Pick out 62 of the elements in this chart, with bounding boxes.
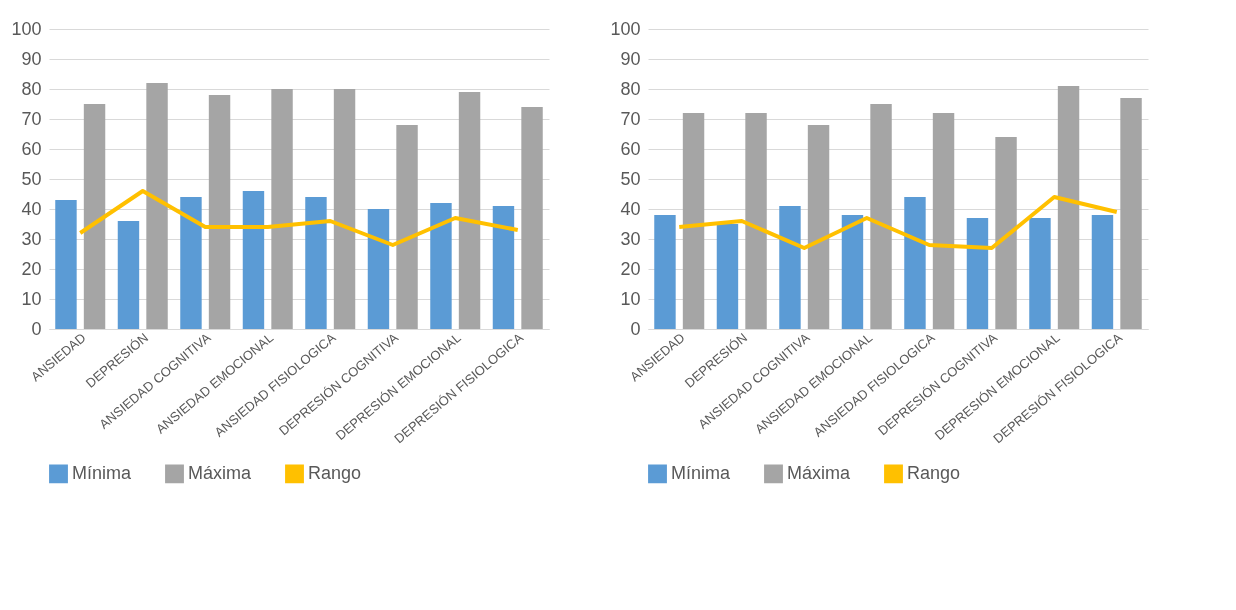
bar <box>1057 86 1080 329</box>
bar <box>367 209 390 329</box>
bar <box>430 203 452 329</box>
y-tick-label: 40 <box>620 198 641 219</box>
y-tick-label: 0 <box>31 318 42 339</box>
bar <box>870 104 892 329</box>
bar <box>1029 218 1051 329</box>
bar <box>904 197 926 329</box>
bar <box>458 92 481 329</box>
bar <box>55 200 77 329</box>
line-series <box>78 189 520 247</box>
bar <box>180 197 202 329</box>
bar <box>208 95 231 329</box>
legend-label: Mínima <box>671 462 731 483</box>
bar <box>271 89 293 329</box>
y-tick-label: 20 <box>21 258 42 279</box>
bar <box>83 104 106 329</box>
bar <box>117 221 140 329</box>
y-tick-label: 10 <box>620 288 641 309</box>
bar <box>146 83 168 329</box>
bar <box>654 215 676 329</box>
bar <box>1091 215 1114 329</box>
legend-label: Máxima <box>188 462 252 483</box>
bar <box>1120 98 1142 329</box>
bar <box>779 206 801 329</box>
bar <box>745 113 767 329</box>
bar <box>807 125 830 329</box>
y-tick-label: 70 <box>620 108 641 129</box>
y-tick-label: 70 <box>21 108 42 129</box>
y-tick-label: 100 <box>610 18 641 39</box>
y-tick-label: 30 <box>21 228 42 249</box>
y-tick-label: 90 <box>620 48 641 69</box>
bar <box>841 215 864 329</box>
y-tick-label: 90 <box>21 48 42 69</box>
legend-label: Mínima <box>72 462 132 483</box>
bar <box>242 191 265 329</box>
y-tick-label: 0 <box>630 318 641 339</box>
legend-label: Rango <box>308 462 362 483</box>
y-tick-label: 40 <box>21 198 42 219</box>
bar <box>305 197 327 329</box>
line-series <box>677 195 1119 250</box>
bar <box>396 125 418 329</box>
y-tick-label: 60 <box>21 138 42 159</box>
y-tick-label: 100 <box>11 18 42 39</box>
legend-label: Máxima <box>787 462 851 483</box>
y-tick-label: 10 <box>21 288 42 309</box>
bar <box>716 224 739 329</box>
y-tick-label: 80 <box>21 78 42 99</box>
bar <box>995 137 1017 329</box>
legend-label: Rango <box>907 462 961 483</box>
y-tick-label: 60 <box>620 138 641 159</box>
bar <box>492 206 515 329</box>
y-tick-label: 50 <box>21 168 42 189</box>
bar <box>932 113 955 329</box>
y-tick-label: 50 <box>620 168 641 189</box>
y-tick-label: 30 <box>620 228 641 249</box>
y-tick-label: 80 <box>620 78 641 99</box>
bar <box>521 107 543 329</box>
bar <box>333 89 356 329</box>
bar <box>682 113 705 329</box>
bar <box>966 218 989 329</box>
y-tick-label: 20 <box>620 258 641 279</box>
